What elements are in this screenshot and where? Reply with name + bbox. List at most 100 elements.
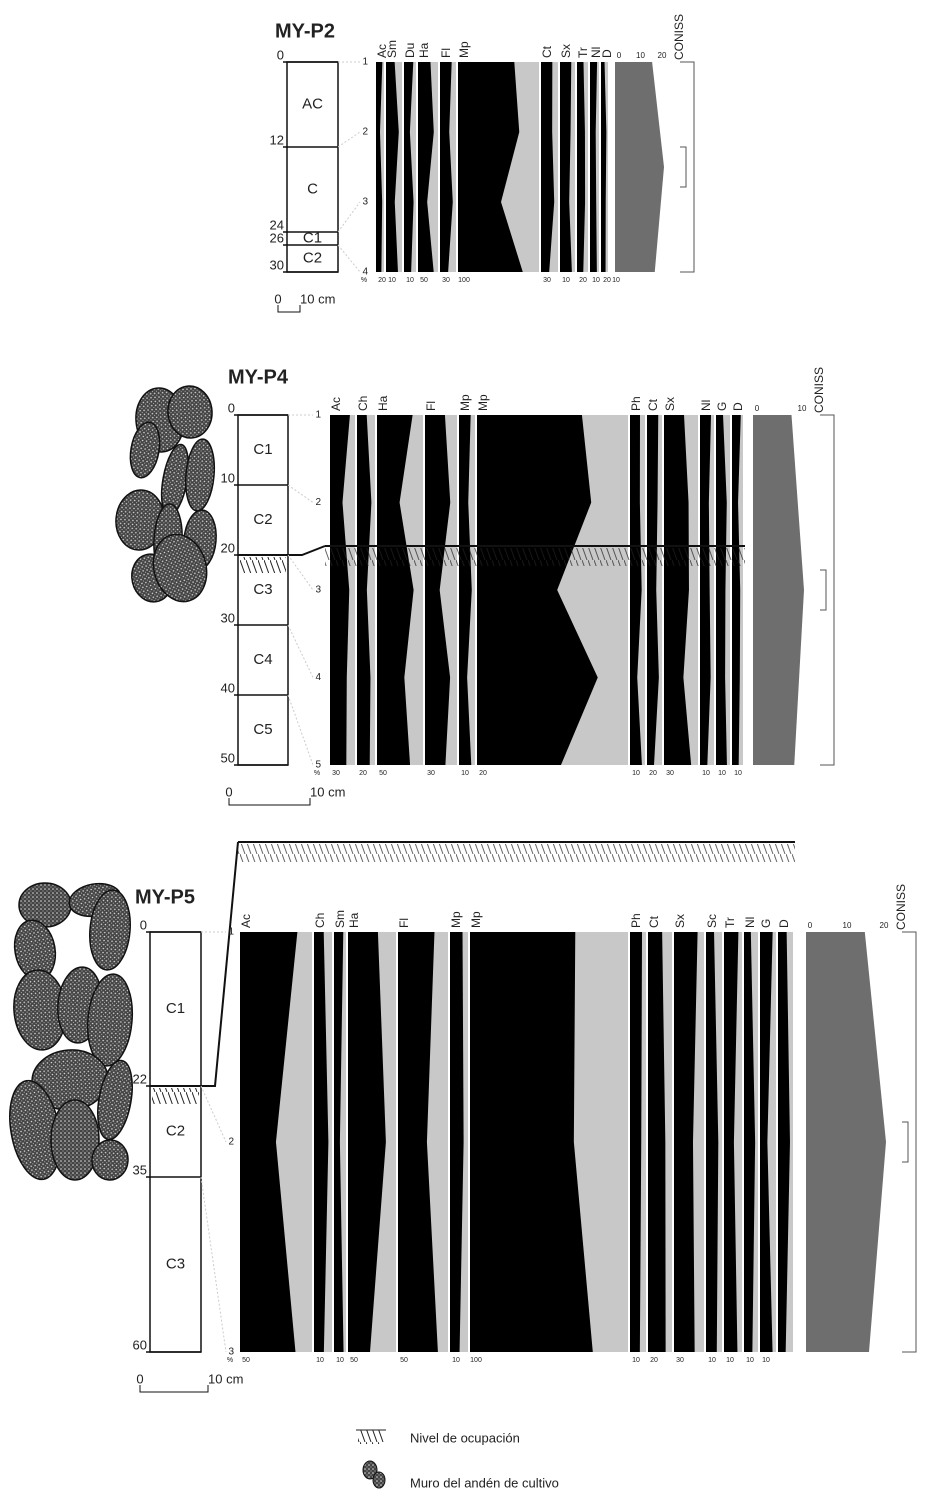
taxon-label: Ha [417,42,431,58]
sample-link [287,484,314,503]
taxon-curve [240,932,298,1352]
sample-number: 1 [362,57,368,68]
sample-number: 4 [362,267,368,278]
scale-tick-label: 30 [427,770,435,777]
sample-number: 3 [228,1347,234,1358]
occupation-line [238,545,326,556]
taxon-curve [334,932,344,1352]
taxon-label: Nl [589,47,603,58]
coniss-tick: 10 [798,404,807,413]
depth-label: 30 [270,257,284,272]
wall-stone [167,385,213,439]
sample-number: 3 [315,585,321,596]
scale-tick-label: 30 [442,277,450,284]
taxon-label: Ph [629,396,643,411]
unit-label: C1 [253,441,272,458]
taxon-label: Ha [347,912,361,928]
scale-tick-label: 50 [420,277,428,284]
occupation-line [150,841,239,1087]
coniss-tick: 0 [755,404,760,413]
scale-tick-label: 30 [676,1357,684,1364]
taxon-curve [664,415,692,765]
sample-link [337,201,361,233]
scale-tick-label: 10 [562,277,570,284]
stone-icon [372,1471,386,1489]
taxon-curve [724,932,739,1352]
taxon-label: D [600,49,614,58]
unit-label: C1 [166,1000,185,1017]
wall-stone [91,1139,129,1181]
taxon-curve [459,415,472,765]
taxon-curve [630,415,642,765]
taxon-label: Mp [458,394,472,411]
wall-stone [86,973,134,1067]
taxon-label: Ct [646,398,660,411]
taxon-label: Fl [397,918,411,928]
scale-tick-label: 20 [579,277,587,284]
scale-tick-label: 10 [336,1357,344,1364]
coniss-area [615,62,664,272]
scale-label: 10 cm [310,784,345,799]
taxon-curve [477,415,598,765]
profile-title: MY-P4 [228,366,289,388]
taxon-curve [674,932,698,1352]
taxon-curve [348,932,386,1352]
taxon-curve [376,62,383,272]
taxon-curve [577,62,586,272]
scale-label: 10 cm [208,1371,243,1386]
sample-link [337,131,361,148]
taxon-label: Mp [449,911,463,928]
stone-icon [362,1460,378,1480]
scale-tick-label: 10 [734,770,742,777]
scale-tick-label: 50 [350,1357,358,1364]
wall-stone [18,882,72,928]
taxon-curve [778,932,790,1352]
taxon-curve [314,932,329,1352]
scale-tick-label: 100 [458,277,470,284]
occupation-hatch [240,557,286,573]
taxon-label: Ac [375,44,389,58]
coniss-area [806,932,886,1352]
strat-column [286,61,339,273]
depth-label: 0 [228,400,235,415]
taxon-curve [648,932,666,1352]
scale-label: 0 [136,1371,143,1386]
sample-number: 1 [228,927,234,938]
wall-stone [89,889,131,971]
coniss-area [753,415,804,765]
scale-tick-label: 10 [612,277,620,284]
depth-label: 50 [221,750,235,765]
taxon-curve [450,932,464,1352]
coniss-label: CONISS [672,14,686,60]
scale-tick-label: 30 [666,770,674,777]
coniss-tick: 10 [636,51,645,60]
scale-tick-label: 10 [726,1357,734,1364]
taxon-curve [601,62,607,272]
wall-stone [129,421,161,479]
taxon-label: Ac [329,397,343,411]
taxon-curve [418,62,434,272]
sample-number: 5 [315,760,321,771]
taxon-curve [357,415,372,765]
taxon-label: G [715,402,729,411]
scale-tick-label: 10 [461,770,469,777]
unit-label: C3 [253,581,272,598]
wall-stone [184,438,216,512]
taxon-curve [630,932,643,1352]
coniss-label: CONISS [812,367,826,413]
coniss-tick: 20 [658,51,667,60]
unit-label: AC [302,95,323,112]
scale-tick-label: 10 [316,1357,324,1364]
taxon-label: D [777,919,791,928]
taxon-curve [440,62,453,272]
unit-label: C3 [166,1255,185,1272]
taxon-curve [706,932,719,1352]
dendrogram [902,1121,909,1163]
sample-link [287,624,314,678]
unit-label: C4 [253,651,272,668]
taxon-label: Sx [673,914,687,928]
taxon-label: Ch [313,913,327,928]
taxon-label: Ct [540,45,554,58]
taxon-label: Ph [629,913,643,928]
